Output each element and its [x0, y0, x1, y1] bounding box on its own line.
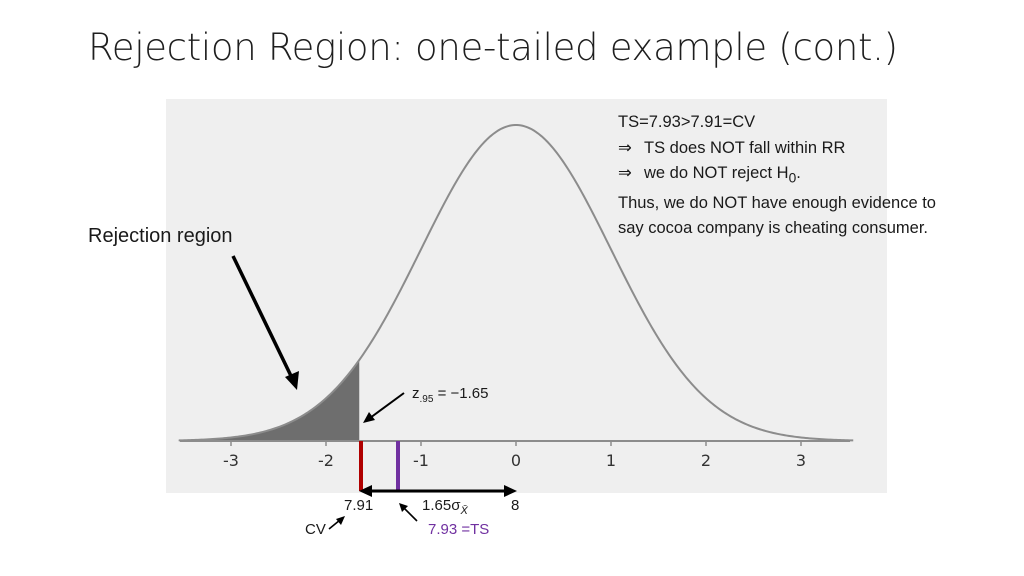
ts-label-arrow — [399, 503, 418, 522]
tick-label-neg2: -2 — [318, 451, 334, 470]
cv-label-arrow — [328, 516, 345, 530]
distance-label-text: 1.65σ — [422, 497, 461, 514]
mean-value: 8 — [511, 497, 520, 514]
notes-line-3-subscript: 0 — [788, 170, 797, 186]
critical-value-number: 7.91 — [344, 497, 374, 514]
rejection-region-label: Rejection region — [88, 225, 233, 247]
z-symbol: z — [412, 385, 420, 402]
notes-line-3: ⇒ we do NOT reject H0. — [618, 161, 1018, 191]
normal-curve — [178, 124, 854, 442]
z-label-arrow — [363, 392, 405, 423]
test-statistic-label: 7.93 =TS — [428, 521, 490, 538]
critical-value-label: CV — [305, 521, 326, 538]
distance-label: 1.65σX̄ — [422, 497, 468, 517]
z-subscript: .95 — [419, 394, 434, 405]
notes-line-2: ⇒ TS does NOT fall within RR — [618, 136, 1018, 162]
slide-title: Rejection Region: one-tailed example (co… — [88, 26, 898, 69]
x-axis-ticks — [230, 441, 802, 446]
distance-label-subscript: X̄ — [460, 505, 468, 517]
notes-line-3-end: . — [796, 164, 801, 182]
distance-arrow — [359, 485, 517, 497]
implies-icon: ⇒ — [618, 164, 632, 182]
notes-line-3-text: we do NOT reject H — [644, 164, 789, 182]
notes-line-2-text: TS does NOT fall within RR — [644, 138, 846, 157]
tick-label-3: 3 — [796, 451, 806, 470]
tick-label-1: 1 — [606, 451, 616, 470]
conclusion-notes: TS=7.93>7.91=CV ⇒ TS does NOT fall within… — [618, 110, 1018, 242]
rejection-region-arrow — [231, 255, 299, 390]
implies-icon: ⇒ — [618, 138, 632, 157]
tick-label-0: 0 — [511, 451, 521, 470]
rejection-region-shading — [178, 360, 360, 441]
notes-line-1: TS=7.93>7.91=CV — [618, 113, 756, 131]
tick-label-neg3: -3 — [223, 451, 239, 470]
notes-line-5: say cocoa company is cheating consumer. — [618, 219, 928, 238]
tick-label-2: 2 — [701, 451, 711, 470]
notes-line-4: Thus, we do NOT have enough evidence to — [618, 193, 936, 212]
z-critical-label: z.95 = −1.65 — [412, 385, 488, 405]
tick-label-neg1: -1 — [413, 451, 429, 470]
z-value: = −1.65 — [433, 385, 489, 402]
